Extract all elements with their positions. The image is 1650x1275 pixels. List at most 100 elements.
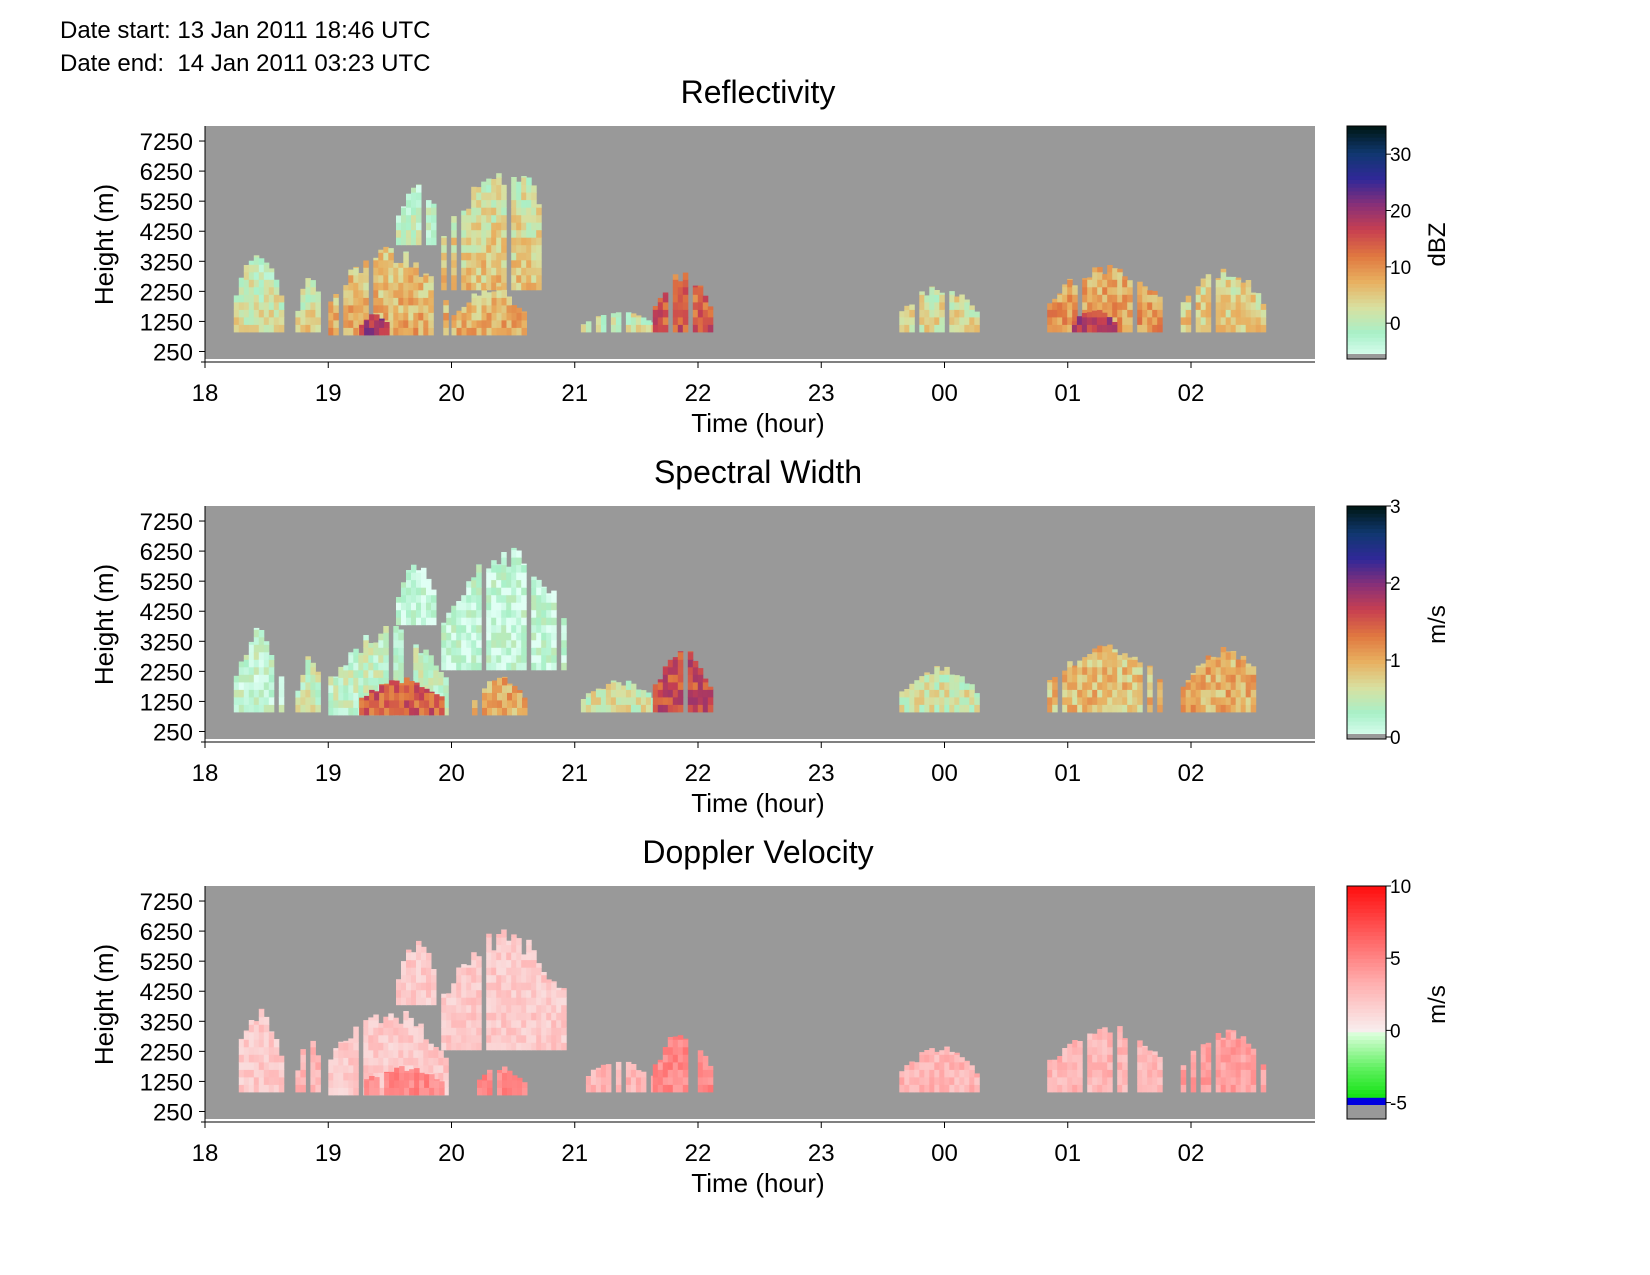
echo-cell (1221, 682, 1227, 690)
echo-cell (1057, 309, 1063, 317)
echo-cell (399, 700, 405, 708)
echo-cell (466, 990, 472, 998)
colorbar-tick-label: 10 (1390, 258, 1411, 279)
colorbar: 1050-5m/s (1347, 877, 1451, 1119)
echo-cell (551, 625, 557, 633)
echo-cell (310, 287, 316, 295)
echo-cell (516, 557, 522, 565)
echo-cell (486, 568, 492, 572)
echo-cell (476, 1035, 482, 1043)
echo-cell (678, 1035, 684, 1040)
echo-cell (404, 692, 410, 700)
echo-cell (401, 206, 407, 207)
echo-cell (269, 697, 275, 705)
colorbar-label: m/s (1424, 985, 1451, 1024)
echo-cell (522, 698, 528, 701)
echo-cell (254, 1021, 259, 1025)
echo-cell (421, 587, 427, 595)
echo-cell (1241, 1077, 1247, 1085)
echo-cell (254, 637, 259, 645)
echo-cell (264, 1024, 270, 1032)
echo-cell (486, 655, 492, 663)
echo-cell (491, 200, 497, 208)
echo-cell (300, 1084, 306, 1092)
echo-cell (596, 689, 602, 690)
echo-cell (678, 1077, 684, 1085)
echo-cell (416, 982, 422, 990)
echo-cell (698, 668, 704, 675)
echo-cell (295, 691, 301, 698)
echo-cell (264, 1054, 270, 1062)
echo-cell (269, 689, 275, 697)
echo-cell (1147, 697, 1153, 705)
echo-cell (501, 662, 507, 670)
echo-cell (456, 1042, 462, 1050)
echo-cell (536, 267, 542, 275)
echo-cell (1206, 1043, 1212, 1048)
echo-cell (423, 290, 429, 298)
echo-cell (663, 1062, 669, 1070)
echo-cell (1077, 317, 1083, 325)
echo-cell (531, 215, 537, 223)
echo-cell (413, 327, 419, 335)
echo-cell (899, 324, 905, 332)
echo-cell (526, 215, 532, 223)
echo-cell (1067, 1062, 1073, 1070)
echo-cell (482, 1087, 488, 1095)
echo-cell (487, 681, 493, 685)
echo-cell (353, 290, 359, 298)
echo-cell (904, 317, 910, 325)
echo-cell (546, 982, 552, 990)
echo-cell (315, 1084, 321, 1092)
echo-cell (522, 1082, 528, 1088)
echo-cell (401, 610, 407, 618)
echo-cell (1231, 1054, 1237, 1062)
echo-cell (939, 1062, 945, 1070)
echo-cell (1127, 689, 1133, 697)
echo-cell (1181, 324, 1187, 332)
echo-cell (343, 1042, 349, 1050)
echo-cell (516, 200, 522, 208)
echo-cell (1152, 309, 1158, 317)
echo-cell (541, 587, 547, 588)
echo-cell (378, 670, 384, 678)
echo-cell (1137, 667, 1143, 675)
echo-cell (363, 290, 369, 298)
echo-cell (1221, 1038, 1227, 1040)
echo-cell (443, 320, 449, 328)
echo-cell (526, 230, 532, 238)
echo-cell (492, 297, 498, 305)
echo-cell (472, 312, 478, 320)
echo-cell (315, 294, 321, 302)
echo-cell (914, 1077, 920, 1085)
echo-cell (269, 704, 275, 712)
echo-cell (249, 1054, 255, 1062)
echo-cell (1152, 1051, 1158, 1055)
echo-cell (234, 697, 240, 705)
echo-cell (1102, 302, 1108, 310)
echo-cell (487, 297, 493, 305)
echo-cell (1201, 317, 1207, 325)
echo-cell (378, 634, 384, 641)
echo-cell (315, 682, 321, 690)
echo-cell (909, 1062, 915, 1070)
echo-cell (501, 587, 507, 595)
echo-cell (451, 1020, 457, 1028)
echo-cell (431, 982, 437, 990)
echo-cell (1087, 1077, 1093, 1085)
echo-cell (1206, 302, 1212, 310)
x-tick-label: 00 (931, 380, 958, 407)
echo-cell (300, 302, 306, 310)
echo-cell (1092, 302, 1098, 310)
echo-cell (264, 1077, 270, 1085)
echo-cell (501, 930, 507, 931)
echo-cell (1201, 294, 1207, 302)
echo-cell (461, 222, 467, 230)
echo-cell (561, 1027, 567, 1035)
echo-cell (259, 1032, 265, 1040)
echo-cell (333, 312, 339, 320)
echo-cell (1107, 1077, 1113, 1085)
echo-cell (264, 294, 270, 302)
echo-cell (496, 580, 502, 588)
echo-cell (406, 207, 412, 215)
